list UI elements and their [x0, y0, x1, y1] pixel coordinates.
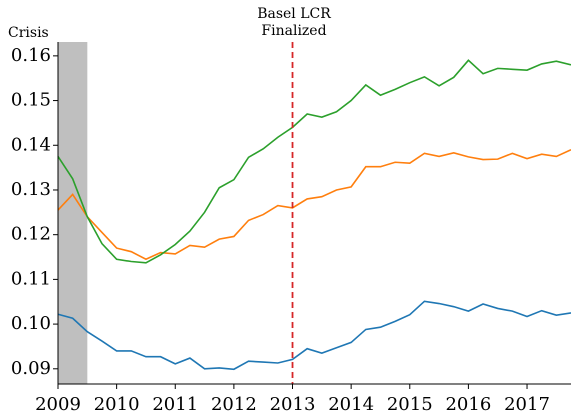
y-tick-label: 0.11: [11, 268, 51, 289]
x-tick-label: 2010: [94, 394, 140, 415]
x-tick-label: 2009: [35, 394, 81, 415]
x-tick-label: 2017: [504, 394, 550, 415]
x-tick-label: 2016: [445, 394, 491, 415]
y-tick-label: 0.14: [11, 134, 51, 155]
y-tick-label: 0.09: [11, 358, 51, 379]
y-tick-label: 0.13: [11, 179, 51, 200]
y-tick-label: 0.15: [11, 90, 51, 111]
series-line: [57, 149, 571, 261]
x-tick-label: 2011: [152, 394, 198, 415]
series-line: [57, 59, 571, 264]
y-tick-label: 0.10: [11, 313, 51, 334]
x-tick-label: 2013: [270, 394, 316, 415]
x-tick-label: 2014: [328, 394, 374, 415]
basel-label: Finalized: [261, 23, 326, 39]
x-tick-label: 2012: [211, 394, 257, 415]
series-line: [57, 300, 571, 371]
basel-label: Basel LCR: [257, 6, 331, 22]
y-tick-label: 0.16: [11, 45, 51, 66]
x-tick-label: 2015: [387, 394, 433, 415]
crisis-shade: [58, 42, 88, 384]
crisis-label: Crisis: [8, 25, 49, 41]
y-tick-label: 0.12: [11, 224, 51, 245]
